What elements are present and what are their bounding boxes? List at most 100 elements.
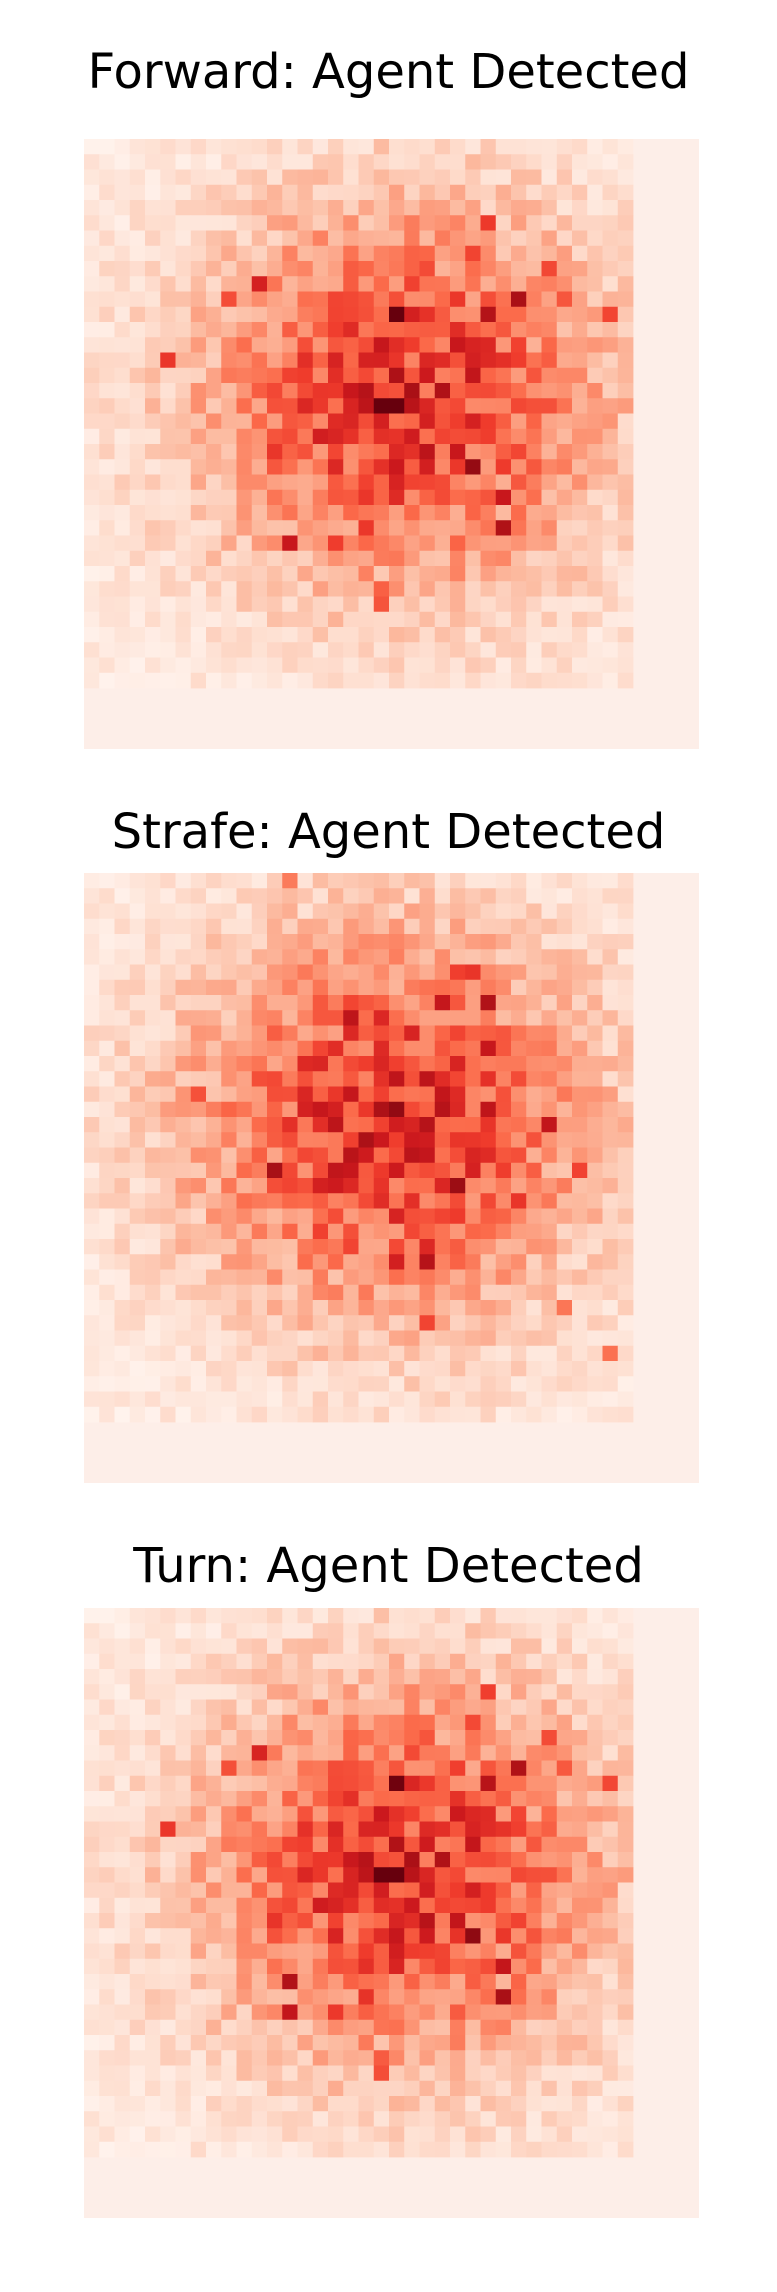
heatmap-cell bbox=[267, 1989, 283, 2005]
heatmap-cell bbox=[602, 383, 619, 399]
heatmap-cell bbox=[404, 1391, 420, 1408]
heatmap-cell bbox=[450, 1391, 466, 1408]
heatmap-cell bbox=[511, 245, 527, 262]
heatmap-cell bbox=[526, 918, 542, 935]
heatmap-cell bbox=[373, 1928, 390, 1944]
heatmap-cell bbox=[602, 1684, 619, 1700]
heatmap-cell bbox=[556, 1974, 573, 1990]
heatmap-cell bbox=[572, 1086, 588, 1103]
heatmap-cell bbox=[373, 169, 390, 186]
heatmap-cell bbox=[572, 1699, 588, 1716]
heatmap-cell bbox=[434, 1623, 451, 1639]
heatmap-cell bbox=[160, 1882, 176, 1899]
heatmap-cell bbox=[480, 1178, 497, 1194]
heatmap-cell bbox=[495, 2141, 512, 2158]
heatmap-cell bbox=[160, 1071, 176, 1087]
heatmap-cell bbox=[541, 1775, 558, 1792]
heatmap-cell bbox=[419, 245, 436, 262]
heatmap-cell bbox=[358, 1132, 375, 1148]
heatmap-cell bbox=[206, 1608, 222, 1624]
heatmap-cell bbox=[160, 322, 176, 338]
heatmap-cell bbox=[114, 2080, 131, 2097]
heatmap-cell bbox=[358, 1608, 375, 1624]
heatmap-cell bbox=[602, 903, 619, 920]
heatmap-cell bbox=[236, 2141, 253, 2158]
heatmap-cell bbox=[434, 1989, 451, 2005]
heatmap-cell bbox=[236, 1162, 253, 1179]
heatmap-cell bbox=[602, 1989, 619, 2005]
heatmap-cell bbox=[328, 918, 344, 935]
heatmap-cell bbox=[343, 1040, 359, 1057]
heatmap-cell bbox=[495, 611, 512, 628]
heatmap-cell bbox=[206, 428, 222, 445]
heatmap-cell bbox=[312, 1775, 329, 1792]
heatmap-cell bbox=[465, 1730, 481, 1746]
heatmap-cell bbox=[511, 169, 527, 186]
heatmap-cell bbox=[343, 1330, 359, 1347]
heatmap-cell bbox=[526, 1223, 542, 1240]
heatmap-cell bbox=[99, 1821, 115, 1838]
heatmap-cell bbox=[282, 888, 298, 904]
heatmap-cell bbox=[511, 1806, 527, 1822]
heatmap-cell bbox=[251, 1117, 268, 1133]
heatmap-cell bbox=[312, 1132, 329, 1148]
heatmap-cell bbox=[495, 903, 512, 920]
heatmap-cell bbox=[450, 245, 466, 262]
heatmap-cell bbox=[602, 337, 619, 353]
heatmap-cell bbox=[251, 306, 268, 323]
heatmap-cell bbox=[434, 1147, 451, 1164]
heatmap-cell bbox=[495, 1821, 512, 1838]
heatmap-cell bbox=[617, 1913, 634, 1929]
heatmap-cell bbox=[190, 1010, 207, 1026]
heatmap-cell bbox=[450, 1669, 466, 1685]
heatmap-cell bbox=[114, 1821, 131, 1838]
heatmap-cell bbox=[160, 1269, 176, 1286]
heatmap-cell bbox=[328, 1852, 344, 1868]
heatmap-cell bbox=[556, 2126, 573, 2143]
heatmap-cell bbox=[297, 169, 314, 186]
heatmap-cell bbox=[99, 1928, 115, 1944]
heatmap-cell bbox=[206, 535, 222, 552]
heatmap-cell bbox=[267, 918, 283, 935]
heatmap-cell bbox=[129, 2111, 146, 2127]
heatmap-cell bbox=[282, 1040, 298, 1057]
heatmap-cell bbox=[541, 337, 558, 353]
heatmap-cell bbox=[175, 1852, 192, 1868]
heatmap-cell bbox=[84, 1010, 100, 1026]
heatmap-cell bbox=[175, 1608, 192, 1624]
heatmap-cell bbox=[541, 520, 558, 536]
heatmap-cell bbox=[221, 1162, 237, 1179]
heatmap-cell bbox=[495, 444, 512, 460]
heatmap-cell bbox=[572, 611, 588, 628]
heatmap-cell bbox=[129, 1897, 146, 1914]
heatmap-cell bbox=[587, 1653, 603, 1670]
heatmap-cell bbox=[160, 2080, 176, 2097]
heatmap-cell bbox=[572, 1806, 588, 1822]
heatmap-cell bbox=[129, 1101, 146, 1118]
heatmap-cell bbox=[328, 2126, 344, 2143]
heatmap-cell bbox=[495, 995, 512, 1011]
heatmap-cell bbox=[190, 1269, 207, 1286]
heatmap-cell bbox=[297, 230, 314, 247]
heatmap-cell bbox=[328, 139, 344, 155]
heatmap-cell bbox=[495, 383, 512, 399]
heatmap-cell bbox=[389, 1056, 405, 1072]
heatmap-cell bbox=[175, 383, 192, 399]
heatmap-cell bbox=[587, 474, 603, 491]
heatmap-cell bbox=[145, 535, 161, 552]
heatmap-cell bbox=[282, 672, 298, 689]
heatmap-cell bbox=[450, 398, 466, 414]
heatmap-cell bbox=[343, 535, 359, 552]
heatmap-cell bbox=[389, 550, 405, 567]
heatmap-cell bbox=[404, 154, 420, 170]
heatmap-cell bbox=[541, 1269, 558, 1286]
heatmap-cell bbox=[511, 322, 527, 338]
heatmap-cell bbox=[312, 245, 329, 262]
heatmap-cell bbox=[419, 1943, 436, 1960]
heatmap-cell bbox=[373, 1086, 390, 1103]
heatmap-cell bbox=[480, 566, 497, 582]
heatmap-cell bbox=[297, 672, 314, 689]
heatmap-cell bbox=[267, 2141, 283, 2158]
heatmap-cell bbox=[373, 489, 390, 506]
heatmap-cell bbox=[236, 1638, 253, 1655]
